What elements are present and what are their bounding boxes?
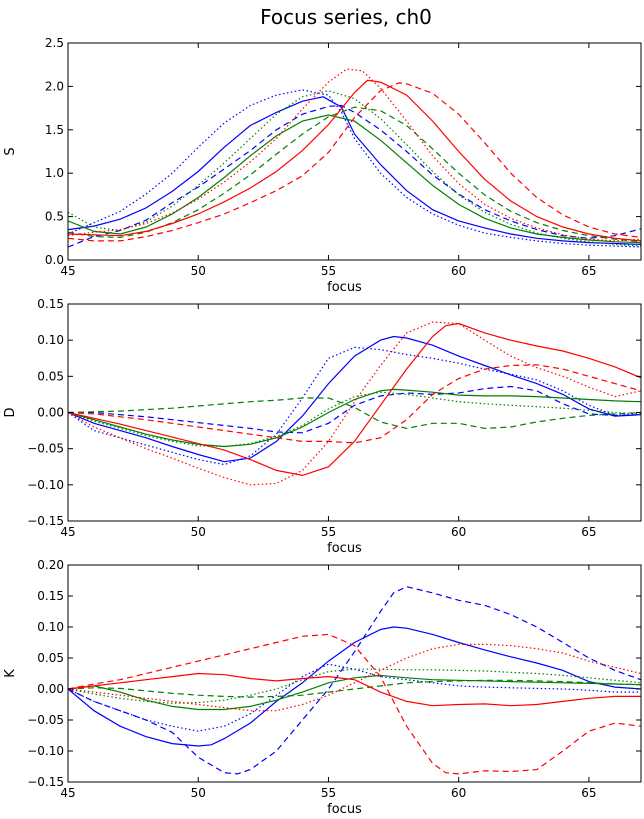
x-tick-label: 55 — [321, 264, 336, 278]
x-tick-label: 60 — [451, 786, 466, 800]
x-tick-label: 50 — [191, 264, 206, 278]
x-axis-label: focus — [327, 280, 362, 295]
y-tick-label: 0.15 — [37, 297, 64, 311]
y-tick-label: 0.5 — [45, 210, 64, 224]
y-tick-label: 2.5 — [45, 36, 64, 50]
series-line-green-dashed — [68, 106, 641, 243]
series-line-blue-dashed — [68, 104, 641, 248]
series-line-red-dashed — [68, 82, 641, 242]
series-line-red-solid — [68, 672, 641, 707]
y-axis-label: K — [3, 669, 18, 678]
x-tick-label: 45 — [60, 525, 75, 539]
y-tick-label: 0.10 — [37, 620, 64, 634]
x-axis-label: focus — [327, 541, 362, 556]
x-axis-label: focus — [327, 802, 362, 817]
y-tick-label: 0.15 — [37, 589, 64, 603]
axes-frame — [67, 564, 642, 783]
y-tick-label: 0.10 — [37, 333, 64, 347]
series-line-red-dashed — [68, 364, 641, 444]
series-line-green-dashed — [68, 397, 641, 430]
panel-k: 45 50 55 60 65 −0.15 −0.10 −0.05 0.00 0.05 0.10 0.1… — [3, 558, 642, 817]
series-line-red-dashed — [68, 633, 641, 775]
y-tick-label: −0.15 — [27, 775, 64, 789]
y-tick-label: 0.05 — [37, 651, 64, 665]
x-tick-label: 45 — [60, 264, 75, 278]
series-line-red-solid — [68, 322, 641, 477]
x-tick-label: 55 — [321, 525, 336, 539]
x-tick-label: 65 — [581, 525, 596, 539]
x-tick-label: 50 — [191, 525, 206, 539]
y-tick-label: 1.5 — [45, 123, 64, 137]
x-tick-label: 65 — [581, 786, 596, 800]
series-line-green-solid — [68, 674, 641, 711]
y-axis-label: S — [3, 147, 18, 155]
y-tick-label: −0.10 — [27, 744, 64, 758]
series-line-green-dotted — [68, 90, 641, 247]
x-tick-label: 65 — [581, 264, 596, 278]
y-tick-label: 2.0 — [45, 79, 64, 93]
series-line-blue-dashed — [68, 586, 641, 775]
y-tick-label: 0.05 — [37, 369, 64, 383]
axes-frame — [67, 42, 642, 261]
y-tick-label: −0.15 — [27, 514, 64, 528]
y-tick-label: 0.00 — [37, 682, 64, 696]
y-tick-label: −0.05 — [27, 442, 64, 456]
x-tick-label: 60 — [451, 525, 466, 539]
y-tick-label: −0.10 — [27, 478, 64, 492]
y-axis-label: D — [3, 407, 18, 417]
series-line-green-dashed — [68, 679, 641, 698]
series-line-blue-solid — [68, 626, 641, 747]
x-tick-label: 60 — [451, 264, 466, 278]
y-tick-label: 1.0 — [45, 166, 64, 180]
y-tick-label: −0.05 — [27, 713, 64, 727]
series-line-blue-solid — [68, 96, 641, 245]
y-tick-label: 0.20 — [37, 558, 64, 572]
series-line-red-dotted — [68, 321, 641, 486]
y-tick-label: 0.00 — [37, 406, 64, 420]
y-tick-label: 0.0 — [45, 253, 64, 267]
series-line-blue-dotted — [68, 663, 641, 732]
x-tick-label: 55 — [321, 786, 336, 800]
series-line-green-solid — [68, 388, 641, 448]
panel-s: 45 50 55 60 65 0.0 0.5 1.0 1.5 2.0 2.5 focus S — [3, 36, 642, 295]
series-line-blue-dashed — [68, 385, 641, 434]
series-line-blue-dotted — [68, 346, 641, 466]
series-line-red-solid — [68, 79, 641, 242]
axes-frame — [67, 303, 642, 522]
series-line-red-dotted — [68, 643, 641, 712]
x-tick-label: 50 — [191, 786, 206, 800]
x-tick-label: 45 — [60, 786, 75, 800]
panel-d: 45 50 55 60 65 −0.15 −0.10 −0.05 0.00 0.05 0.10 0.1… — [3, 297, 642, 556]
series-line-green-dotted — [68, 668, 641, 704]
figure-title: Focus series, ch0 — [260, 5, 432, 29]
